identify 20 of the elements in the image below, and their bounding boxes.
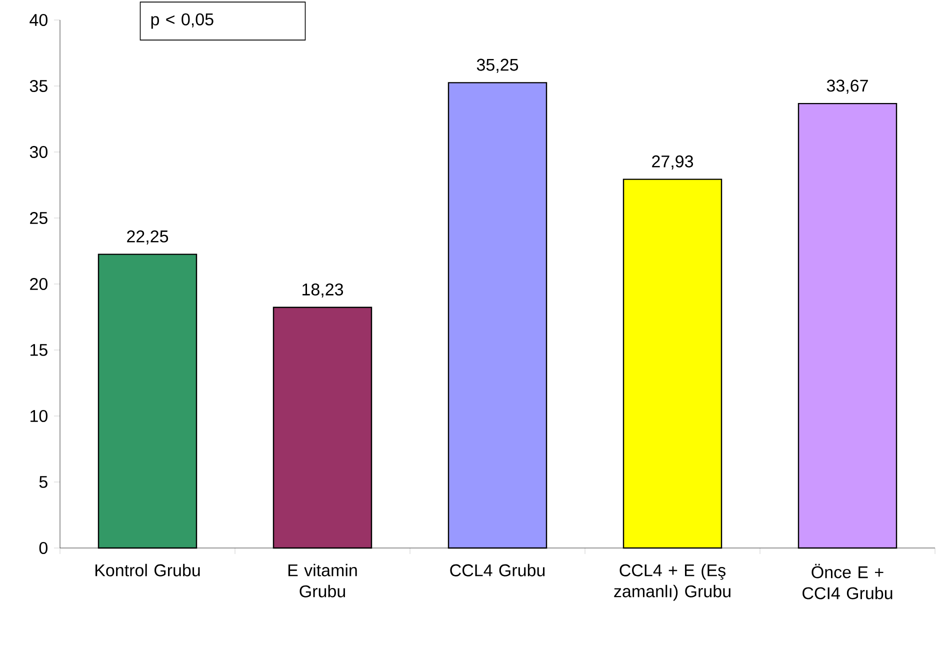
annotation: p < 0,05 xyxy=(151,13,214,29)
x-tick-label: E vitamin Grubu xyxy=(288,564,357,598)
y-tick-label: 5 xyxy=(39,476,48,488)
data-label: 35,25 xyxy=(476,58,518,73)
y-tick-label: 10 xyxy=(30,410,48,422)
x-tick-label: CCL4 + E (Eş zamanlı) Grubu xyxy=(614,564,730,601)
x-tick-label: CCL4 Grubu xyxy=(450,564,545,576)
data-label: 22,25 xyxy=(127,230,168,244)
y-tick-label: 40 xyxy=(30,14,48,26)
data-label: 18,23 xyxy=(302,283,344,298)
y-tick-label: 15 xyxy=(30,344,48,356)
x-tick-label: Önce E + CCI4 Grubu xyxy=(802,564,892,600)
y-tick-label: 25 xyxy=(30,212,48,224)
data-label: 27,93 xyxy=(652,155,694,170)
y-tick-label: 30 xyxy=(30,146,48,158)
x-tick-label: Kontrol Grubu xyxy=(96,564,200,576)
y-tick-label: 0 xyxy=(39,542,48,554)
data-label: 33,67 xyxy=(826,80,868,94)
y-tick-label: 35 xyxy=(30,80,48,92)
y-tick-label: 20 xyxy=(30,278,48,290)
